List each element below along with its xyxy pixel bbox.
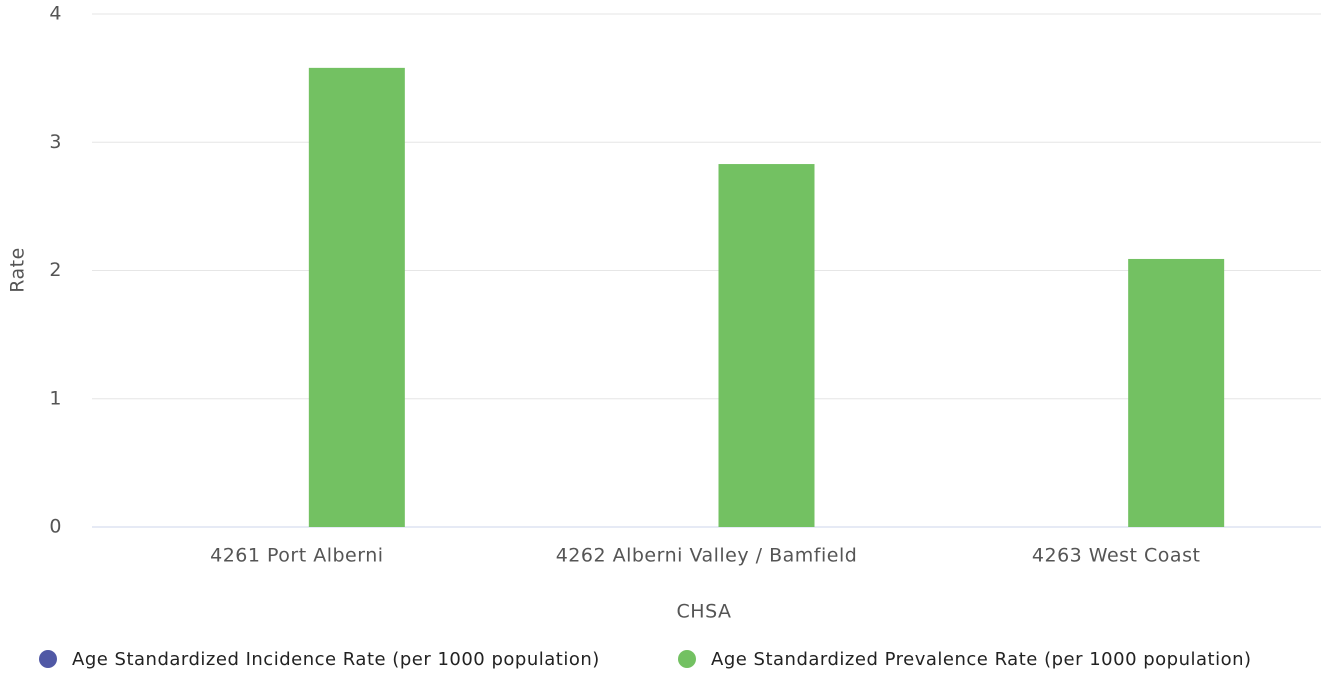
y-tick-label: 0 [49,516,62,538]
bar [308,67,405,528]
x-axis-title: CHSA [677,601,732,623]
x-tick-label: 4262 Alberni Valley / Bamfield [556,545,858,567]
bar [718,164,815,528]
y-tick-label: 3 [49,131,62,153]
y-tick-label: 1 [49,387,62,409]
legend-label: Age Standardized Incidence Rate (per 100… [72,649,600,670]
legend-marker [39,650,57,668]
bar [1128,258,1225,527]
legend-marker [678,650,696,668]
x-tick-label: 4261 Port Alberni [210,545,383,567]
y-axis-title: Rate [7,247,29,293]
y-tick-label: 2 [49,259,62,281]
legend-label: Age Standardized Prevalence Rate (per 10… [711,649,1252,670]
x-tick-label: 4263 West Coast [1032,545,1201,567]
y-tick-label: 4 [49,3,62,25]
